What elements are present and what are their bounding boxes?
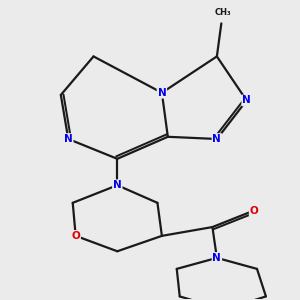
Text: O: O — [71, 231, 80, 241]
Text: N: N — [113, 180, 122, 190]
Text: N: N — [64, 134, 73, 144]
Text: N: N — [158, 88, 166, 98]
Text: N: N — [212, 253, 221, 263]
Text: O: O — [250, 206, 258, 215]
Text: N: N — [242, 95, 251, 106]
Text: N: N — [212, 134, 221, 144]
Text: CH₃: CH₃ — [214, 8, 231, 17]
